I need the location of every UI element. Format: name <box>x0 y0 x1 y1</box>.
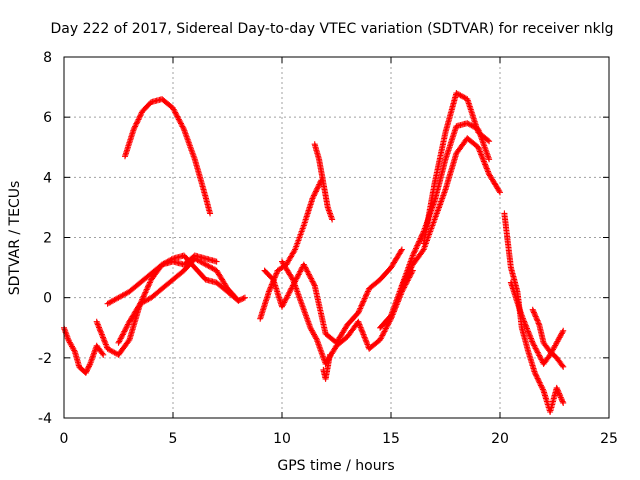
grid-lines <box>64 57 609 418</box>
series-track-5 <box>115 255 248 346</box>
series-track-4 <box>104 252 242 307</box>
series-track-1 <box>122 96 214 217</box>
y-tick-label: 4 <box>43 170 52 186</box>
series-track-6 <box>257 177 325 322</box>
x-tick-label: 20 <box>491 431 509 447</box>
marker-cluster <box>104 252 242 307</box>
marker-cluster <box>320 351 333 382</box>
series-track-10 <box>320 351 333 382</box>
marker-cluster <box>257 177 325 322</box>
x-tick-label: 25 <box>600 431 618 447</box>
x-axis-label: GPS time / hours <box>277 458 394 474</box>
x-tick-label: 15 <box>382 431 400 447</box>
marker-cluster <box>311 141 336 223</box>
series-track-16 <box>529 306 567 370</box>
series-track-2 <box>61 324 107 376</box>
series-track-9 <box>311 141 336 223</box>
marker-cluster <box>115 255 248 346</box>
y-tick-label: -2 <box>38 351 52 367</box>
data-points <box>61 90 567 415</box>
marker-cluster <box>529 306 567 370</box>
x-tick-label: 0 <box>60 431 69 447</box>
y-tick-label: 6 <box>43 110 52 126</box>
marker-cluster <box>420 90 493 247</box>
y-tick-label: 0 <box>43 291 52 307</box>
y-tick-label: 8 <box>43 50 52 66</box>
y-axis-label: SDTVAR / TECUs <box>7 181 23 296</box>
marker-cluster <box>122 96 214 217</box>
marker-cluster <box>61 324 107 376</box>
x-tick-label: 10 <box>273 431 291 447</box>
axis-ticks: 0 5 10 15 20 25 -4 -2 0 2 4 6 8 <box>38 50 618 447</box>
y-tick-label: 2 <box>43 231 52 247</box>
y-tick-label: -4 <box>38 411 52 427</box>
series-track-13 <box>420 90 493 247</box>
x-tick-label: 5 <box>169 431 178 447</box>
chart-title: Day 222 of 2017, Sidereal Day-to-day VTE… <box>51 21 614 37</box>
